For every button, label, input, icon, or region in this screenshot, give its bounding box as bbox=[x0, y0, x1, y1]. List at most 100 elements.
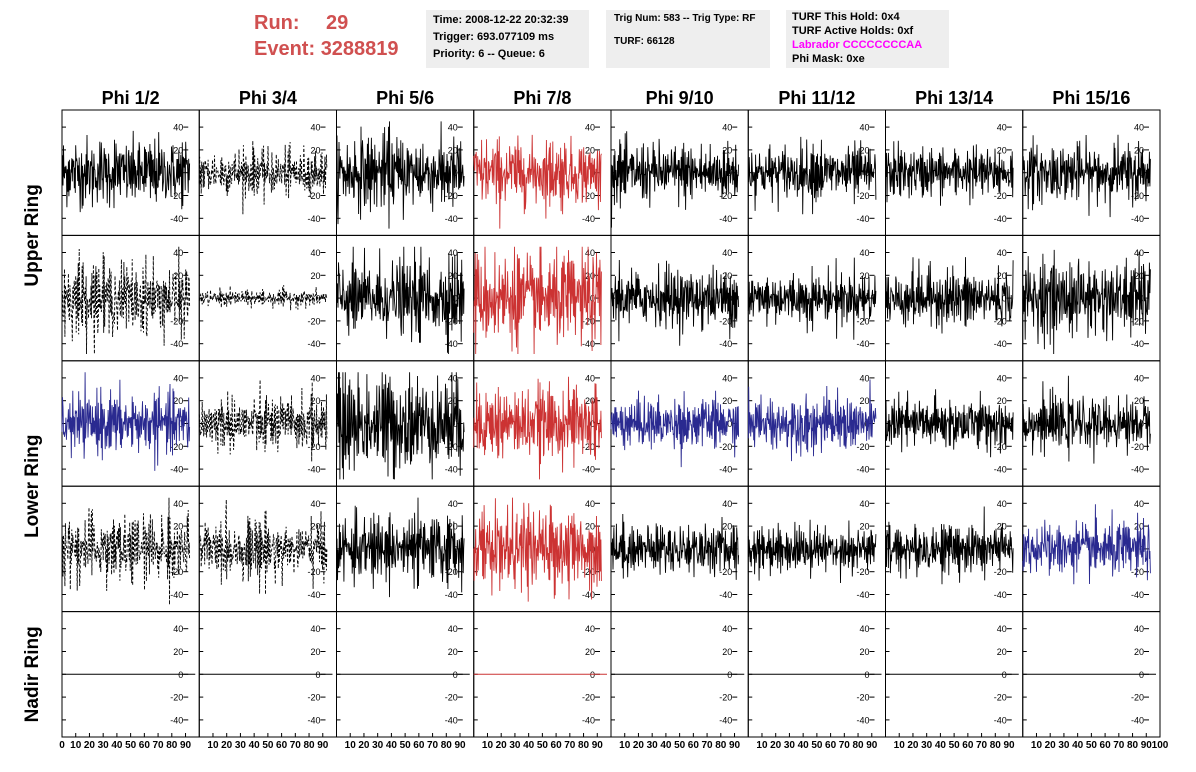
y-tick-label: 40 bbox=[859, 248, 869, 258]
x-tick-label: 10 bbox=[756, 740, 768, 751]
y-tick-label: 40 bbox=[722, 499, 732, 509]
x-tick-label: 70 bbox=[976, 740, 988, 751]
x-tick-label: 80 bbox=[990, 740, 1002, 751]
y-tick-label: 40 bbox=[997, 123, 1007, 133]
y-tick-label: 0 bbox=[315, 168, 320, 178]
waveform-trace bbox=[747, 379, 877, 462]
event-value: 3288819 bbox=[320, 38, 399, 60]
waveform-trace bbox=[473, 246, 602, 355]
y-tick-label: 40 bbox=[585, 373, 595, 383]
y-tick-label: -20 bbox=[445, 693, 458, 703]
y-tick-label: -40 bbox=[856, 214, 869, 224]
x-tick-label: 80 bbox=[715, 740, 727, 751]
x-tick-label: 10 bbox=[894, 740, 906, 751]
y-tick-label: -40 bbox=[994, 339, 1007, 349]
x-tick-label: 50 bbox=[400, 740, 412, 751]
x-tick-label: 20 bbox=[1045, 740, 1057, 751]
event-label: Event: bbox=[254, 38, 316, 60]
x-tick-label: 40 bbox=[798, 740, 810, 751]
turf-hold-box: TURF This Hold: 0x4 TURF Active Holds: 0… bbox=[786, 10, 949, 68]
y-tick-label: 40 bbox=[448, 499, 458, 509]
y-tick-label: 20 bbox=[997, 522, 1007, 532]
x-tick-label: 0 bbox=[59, 740, 65, 751]
x-tick-label: 60 bbox=[962, 740, 974, 751]
y-tick-label: -40 bbox=[170, 339, 183, 349]
y-tick-label: -20 bbox=[170, 693, 183, 703]
y-tick-label: 20 bbox=[859, 271, 869, 281]
x-tick-label: 80 bbox=[166, 740, 178, 751]
y-tick-label: 20 bbox=[859, 396, 869, 406]
waveform-trace bbox=[198, 285, 328, 311]
x-tick-label: 90 bbox=[729, 740, 741, 751]
y-tick-label: -20 bbox=[856, 693, 869, 703]
waveform-trace bbox=[747, 136, 877, 215]
trig-num-box: Trig Num: 583 -- Trig Type: RF TURF: 661… bbox=[606, 10, 770, 68]
run-event-header: Run: 29 Event: 3288819 bbox=[254, 10, 399, 62]
x-tick-label: 90 bbox=[1141, 740, 1153, 751]
y-tick-label: -20 bbox=[582, 442, 595, 452]
y-tick-label: -20 bbox=[170, 442, 183, 452]
y-tick-label: -40 bbox=[582, 715, 595, 725]
y-tick-label: 40 bbox=[722, 123, 732, 133]
y-tick-label: -40 bbox=[582, 339, 595, 349]
y-tick-label: 40 bbox=[448, 624, 458, 634]
y-tick-label: -40 bbox=[994, 214, 1007, 224]
y-tick-label: 40 bbox=[585, 499, 595, 509]
x-tick-label: 70 bbox=[153, 740, 165, 751]
y-tick-label: 20 bbox=[310, 522, 320, 532]
y-tick-label: 40 bbox=[997, 373, 1007, 383]
column-header: Phi 1/2 bbox=[102, 88, 160, 108]
trigger-info-box: Time: 2008-12-22 20:32:39 Trigger: 693.0… bbox=[426, 10, 589, 68]
y-tick-label: -40 bbox=[719, 715, 732, 725]
ring-label: Lower Ring bbox=[22, 434, 43, 537]
y-tick-label: -20 bbox=[856, 567, 869, 577]
y-tick-label: 0 bbox=[727, 419, 732, 429]
y-tick-label: -20 bbox=[307, 567, 320, 577]
y-tick-label: -20 bbox=[1131, 567, 1144, 577]
waveform-trace bbox=[885, 140, 1014, 206]
y-tick-label: 40 bbox=[310, 123, 320, 133]
y-tick-label: 40 bbox=[310, 373, 320, 383]
waveform-trace bbox=[61, 246, 191, 355]
waveform-trace bbox=[198, 140, 328, 215]
column-header: Phi 15/16 bbox=[1052, 88, 1130, 108]
x-tick-label: 50 bbox=[811, 740, 823, 751]
waveform-trace bbox=[336, 497, 465, 598]
waveform-trace bbox=[610, 259, 740, 346]
x-tick-label: 20 bbox=[907, 740, 919, 751]
x-tick-label: 60 bbox=[276, 740, 288, 751]
x-tick-label: 90 bbox=[1003, 740, 1015, 751]
y-tick-label: 20 bbox=[448, 647, 458, 657]
y-tick-label: -20 bbox=[1131, 316, 1144, 326]
event-line: Event: 3288819 bbox=[254, 36, 399, 62]
y-tick-label: 20 bbox=[1134, 647, 1144, 657]
y-tick-label: -40 bbox=[719, 590, 732, 600]
y-tick-label: 20 bbox=[997, 647, 1007, 657]
x-tick-label: 60 bbox=[413, 740, 425, 751]
y-tick-label: 20 bbox=[722, 271, 732, 281]
y-tick-label: -40 bbox=[445, 214, 458, 224]
y-tick-label: -40 bbox=[445, 590, 458, 600]
y-tick-label: 40 bbox=[448, 248, 458, 258]
x-tick-label: 50 bbox=[125, 740, 137, 751]
y-tick-label: -40 bbox=[994, 590, 1007, 600]
y-tick-label: 20 bbox=[310, 647, 320, 657]
y-tick-label: 20 bbox=[585, 271, 595, 281]
waveform-trace bbox=[610, 390, 740, 468]
y-tick-label: -20 bbox=[994, 567, 1007, 577]
y-tick-label: -20 bbox=[719, 191, 732, 201]
y-tick-label: -20 bbox=[994, 191, 1007, 201]
y-tick-label: -40 bbox=[307, 465, 320, 475]
y-tick-label: 40 bbox=[173, 373, 183, 383]
y-tick-label: 40 bbox=[997, 248, 1007, 258]
y-tick-label: -40 bbox=[307, 339, 320, 349]
y-tick-label: -20 bbox=[582, 316, 595, 326]
y-tick-label: -40 bbox=[1131, 214, 1144, 224]
y-tick-label: -20 bbox=[445, 567, 458, 577]
waveform-trace bbox=[885, 389, 1014, 458]
waveform-trace bbox=[336, 121, 465, 229]
waveform-trace bbox=[473, 376, 602, 480]
y-tick-label: -20 bbox=[856, 316, 869, 326]
y-tick-label: 20 bbox=[310, 396, 320, 406]
y-tick-label: 40 bbox=[859, 499, 869, 509]
